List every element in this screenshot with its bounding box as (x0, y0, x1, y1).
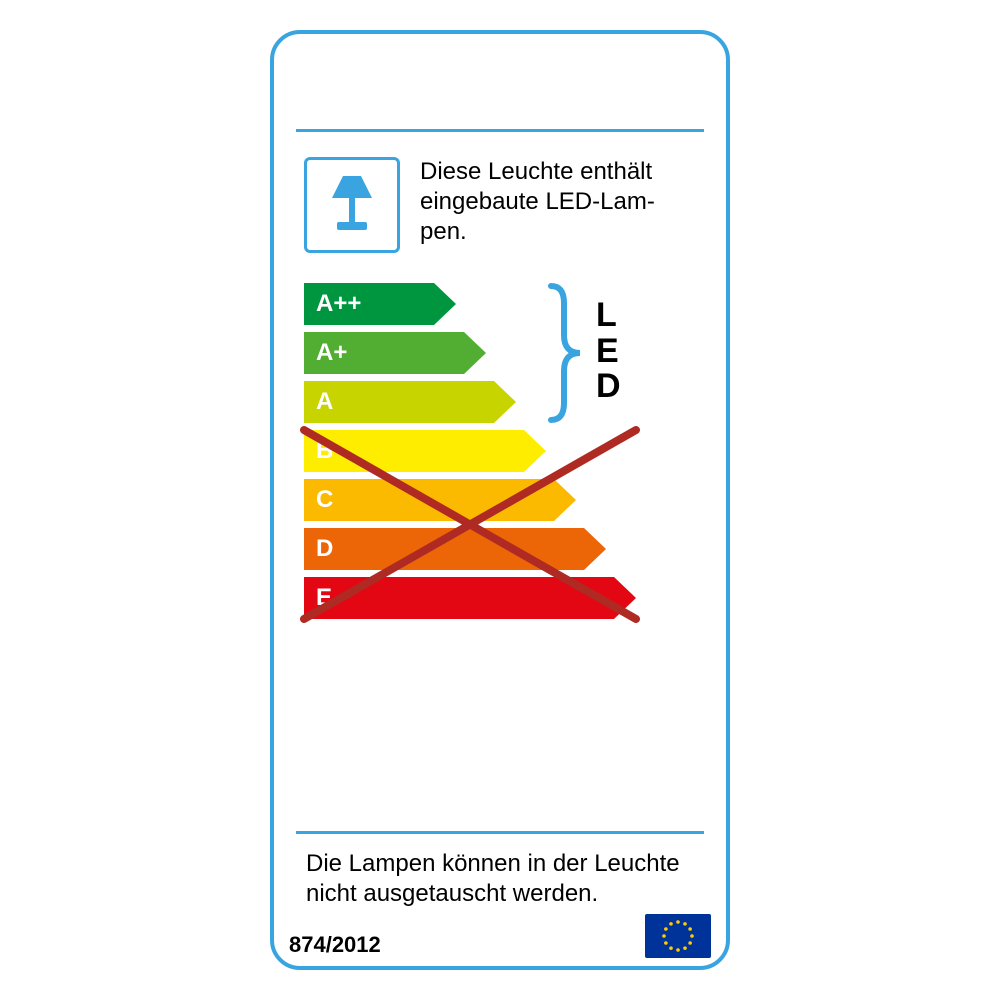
energy-label: Diese Leuchte enthält eingebaute LED-Lam… (270, 30, 730, 970)
regulation-number: 874/2012 (289, 932, 381, 958)
energy-arrow-label: E (316, 586, 332, 610)
eu-flag-icon (645, 914, 711, 958)
energy-arrow-label: A (316, 390, 333, 414)
energy-arrow-label: A++ (316, 292, 361, 316)
description-row: Diese Leuchte enthält eingebaute LED-Lam… (274, 132, 726, 263)
energy-arrow-C: C (304, 479, 576, 521)
energy-arrow-E: E (304, 577, 636, 619)
energy-arrow-Aplusplus: A++ (304, 283, 456, 325)
energy-arrow-label: C (316, 488, 333, 512)
footer: 874/2012 (274, 914, 726, 966)
energy-arrow-A: A (304, 381, 516, 423)
description-text: Diese Leuchte enthält eingebaute LED-Lam… (420, 157, 696, 253)
energy-arrow-D: D (304, 528, 606, 570)
energy-arrow-Aplus: A+ (304, 332, 486, 374)
bottom-section: Die Lampen können in der Leuchte nicht a… (296, 831, 704, 914)
energy-chart: A++ A+ A B C D E LED (304, 283, 696, 831)
energy-arrow-B: B (304, 430, 546, 472)
led-bracket (546, 283, 586, 423)
energy-arrow-label: A+ (316, 341, 347, 365)
header-blank (296, 34, 704, 132)
energy-arrow-label: D (316, 537, 333, 561)
lamp-icon-box (304, 157, 400, 253)
led-label: LED (596, 298, 621, 405)
energy-arrow-label: B (316, 439, 333, 463)
lamp-icon (317, 170, 387, 240)
bottom-note: Die Lampen können in der Leuchte nicht a… (306, 849, 694, 909)
